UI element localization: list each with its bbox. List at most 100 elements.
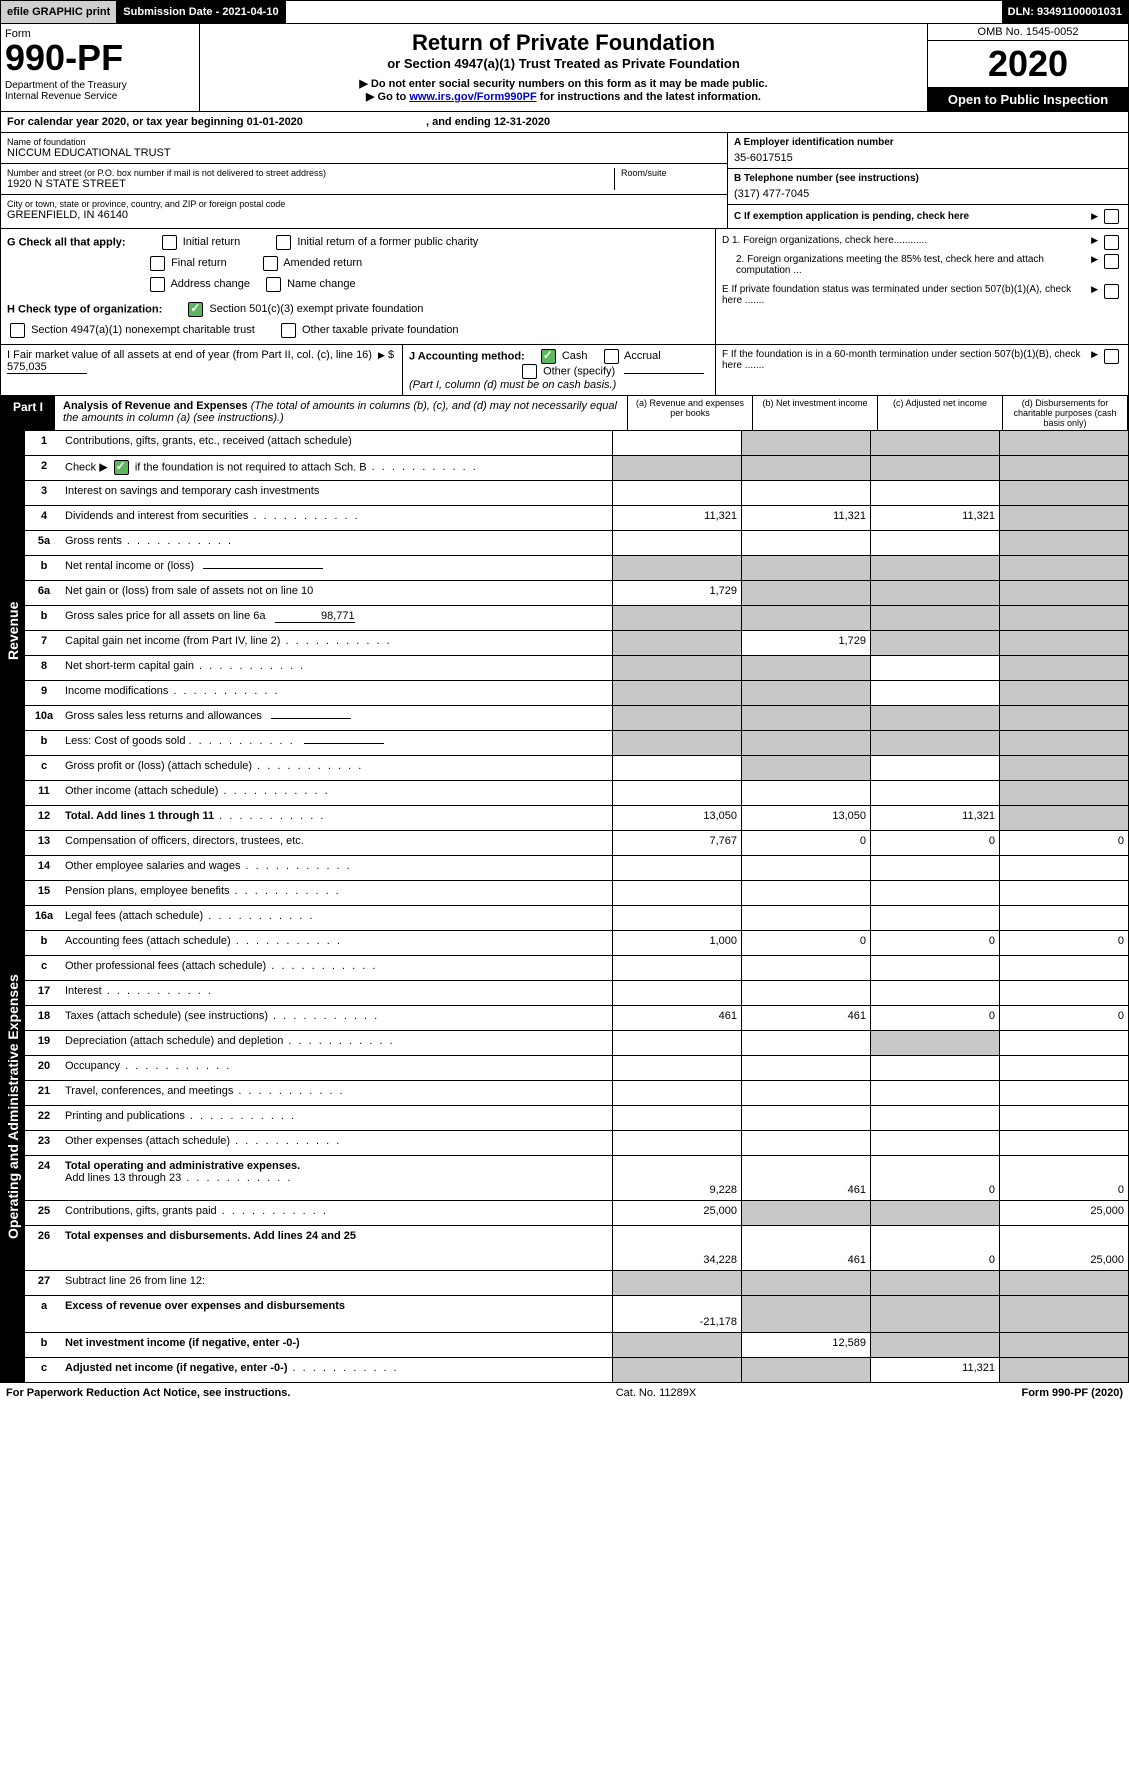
arrow-icon (1091, 211, 1098, 222)
chk-address[interactable] (150, 277, 165, 292)
r6a-desc: Net gain or (loss) from sale of assets n… (63, 581, 612, 605)
phone-value: (317) 477-7045 (734, 188, 1122, 200)
chk-sch-b[interactable] (114, 460, 129, 475)
chk-amended[interactable] (263, 256, 278, 271)
row-27a: aExcess of revenue over expenses and dis… (25, 1296, 1128, 1333)
ein-value: 35-6017515 (734, 152, 1122, 164)
row-16b: bAccounting fees (attach schedule)1,0000… (25, 931, 1128, 956)
r12-desc: Total. Add lines 1 through 11 (63, 806, 612, 830)
c-checkbox[interactable] (1104, 209, 1119, 224)
r5b-desc: Net rental income or (loss) (63, 556, 612, 580)
r21-desc: Travel, conferences, and meetings (63, 1081, 612, 1105)
h-label: H Check type of organization: (7, 303, 162, 315)
chk-d1[interactable] (1104, 235, 1119, 250)
chk-other-method[interactable] (522, 364, 537, 379)
phone-row: B Telephone number (see instructions) (3… (728, 169, 1128, 205)
chk-4947[interactable] (10, 323, 25, 338)
column-headers: (a) Revenue and expenses per books (b) N… (627, 396, 1128, 430)
col-c-header: (c) Adjusted net income (877, 396, 1002, 430)
arrow-icon (1091, 254, 1098, 265)
r16a-desc: Legal fees (attach schedule) (63, 906, 612, 930)
chk-f[interactable] (1104, 349, 1119, 364)
row-4: 4Dividends and interest from securities1… (25, 506, 1128, 531)
arrow-icon (1091, 235, 1098, 246)
irs-label: Internal Revenue Service (5, 91, 195, 102)
r16c-desc: Other professional fees (attach schedule… (63, 956, 612, 980)
lbl-other-tax: Other taxable private foundation (302, 324, 459, 336)
r7-desc: Capital gain net income (from Part IV, l… (63, 631, 612, 655)
row-6a: 6aNet gain or (loss) from sale of assets… (25, 581, 1128, 606)
chk-501c3[interactable] (188, 302, 203, 317)
fmv-right: F If the foundation is in a 60-month ter… (715, 345, 1128, 395)
lbl-4947: Section 4947(a)(1) nonexempt charitable … (31, 324, 255, 336)
r20-desc: Occupancy (63, 1056, 612, 1080)
chk-d2[interactable] (1104, 254, 1119, 269)
city-state-zip: GREENFIELD, IN 46140 (7, 209, 721, 221)
city-row: City or town, state or province, country… (1, 195, 727, 225)
row-14: 14Other employee salaries and wages (25, 856, 1128, 881)
address-row: Number and street (or P.O. box number if… (1, 164, 727, 195)
chk-name[interactable] (266, 277, 281, 292)
row-27c: cAdjusted net income (if negative, enter… (25, 1358, 1128, 1382)
revenue-table: Revenue 1Contributions, gifts, grants, e… (0, 431, 1129, 831)
row-17: 17Interest (25, 981, 1128, 1006)
c-label: C If exemption application is pending, c… (734, 211, 1088, 222)
r10a-desc: Gross sales less returns and allowances (63, 706, 612, 730)
r22-desc: Printing and publications (63, 1106, 612, 1130)
f-label: F If the foundation is in a 60-month ter… (722, 349, 1088, 371)
ein-row: A Employer identification number 35-6017… (728, 133, 1128, 169)
phone-label: B Telephone number (see instructions) (734, 173, 1122, 184)
name-label: Name of foundation (7, 137, 721, 147)
expenses-side-label: Operating and Administrative Expenses (1, 831, 25, 1382)
arrow-icon (378, 349, 385, 361)
part-title-bold: Analysis of Revenue and Expenses (63, 400, 248, 412)
row-7: 7Capital gain net income (from Part IV, … (25, 631, 1128, 656)
exemption-row: C If exemption application is pending, c… (728, 205, 1128, 228)
chk-initial[interactable] (162, 235, 177, 250)
irs-link[interactable]: www.irs.gov/Form990PF (409, 91, 536, 103)
row-27: 27Subtract line 26 from line 12: (25, 1271, 1128, 1296)
row-5b: bNet rental income or (loss) (25, 556, 1128, 581)
dln: DLN: 93491100001031 (1002, 1, 1128, 23)
row-3: 3Interest on savings and temporary cash … (25, 481, 1128, 506)
footer-left: For Paperwork Reduction Act Notice, see … (6, 1387, 290, 1399)
info-grid: Name of foundation NICCUM EDUCATIONAL TR… (0, 133, 1129, 229)
row-22: 22Printing and publications (25, 1106, 1128, 1131)
omb-number: OMB No. 1545-0052 (928, 24, 1128, 41)
chk-initial-former[interactable] (276, 235, 291, 250)
efile-btn[interactable]: efile GRAPHIC print (1, 1, 117, 23)
note-ssn: ▶ Do not enter social security numbers o… (206, 77, 921, 90)
name-row: Name of foundation NICCUM EDUCATIONAL TR… (1, 133, 727, 164)
chk-accrual[interactable] (604, 349, 619, 364)
chk-other-tax[interactable] (281, 323, 296, 338)
r24-desc: Total operating and administrative expen… (63, 1156, 612, 1200)
row-15: 15Pension plans, employee benefits (25, 881, 1128, 906)
dept-treasury: Department of the Treasury (5, 80, 195, 91)
r27-desc: Subtract line 26 from line 12: (63, 1271, 612, 1295)
submission-date: Submission Date - 2021-04-10 (117, 1, 285, 23)
form-number: 990-PF (5, 40, 195, 76)
row-8: 8Net short-term capital gain (25, 656, 1128, 681)
check-right: D 1. Foreign organizations, check here..… (715, 229, 1128, 344)
r10c-desc: Gross profit or (loss) (attach schedule) (63, 756, 612, 780)
top-bar: efile GRAPHIC print Submission Date - 20… (0, 0, 1129, 24)
city-label: City or town, state or province, country… (7, 199, 721, 209)
j-note: (Part I, column (d) must be on cash basi… (409, 379, 709, 391)
r23-desc: Other expenses (attach schedule) (63, 1131, 612, 1155)
j-label: J Accounting method: (409, 350, 525, 362)
g-label: G Check all that apply: (7, 236, 126, 248)
revenue-side-label: Revenue (1, 431, 25, 830)
form-subtitle: or Section 4947(a)(1) Trust Treated as P… (206, 56, 921, 71)
chk-e[interactable] (1104, 284, 1119, 299)
form-header: Form 990-PF Department of the Treasury I… (0, 24, 1129, 112)
fmv-row: I Fair market value of all assets at end… (0, 345, 1129, 396)
chk-final[interactable] (150, 256, 165, 271)
r14-desc: Other employee salaries and wages (63, 856, 612, 880)
row-12: 12Total. Add lines 1 through 1113,05013,… (25, 806, 1128, 830)
row-27b: bNet investment income (if negative, ent… (25, 1333, 1128, 1358)
r17-desc: Interest (63, 981, 612, 1005)
chk-cash[interactable] (541, 349, 556, 364)
d2-label: 2. Foreign organizations meeting the 85%… (736, 254, 1088, 276)
row-18: 18Taxes (attach schedule) (see instructi… (25, 1006, 1128, 1031)
r16b-desc: Accounting fees (attach schedule) (63, 931, 612, 955)
